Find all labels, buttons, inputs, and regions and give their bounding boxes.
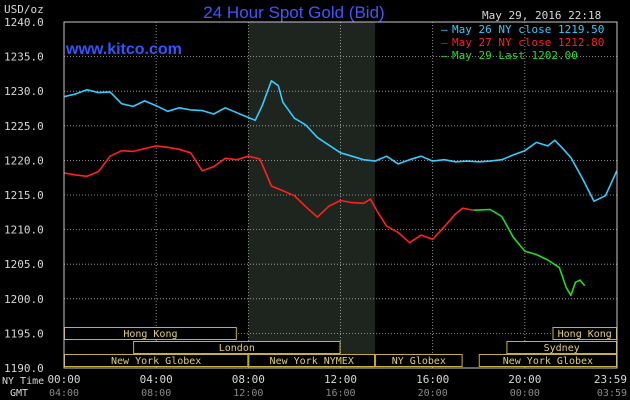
series-lines <box>63 80 618 297</box>
x-tick-label-gmt: 04:00 <box>49 388 79 399</box>
session-label: New York Globex <box>111 356 201 367</box>
y-tick-label: 1240.0 <box>4 16 44 29</box>
shaded-region <box>248 22 376 368</box>
y-tick-label: 1235.0 <box>4 51 44 64</box>
y-tick-label: 1190.0 <box>4 362 44 375</box>
session-box <box>248 354 376 367</box>
x-tick-label-gmt: 03:59 <box>597 388 627 399</box>
y-tick-label: 1220.0 <box>4 154 44 167</box>
chart-title: 24 Hour Spot Gold (Bid) <box>203 3 384 22</box>
session-box <box>133 341 341 354</box>
x-tick-label-gmt: 20:00 <box>418 388 448 399</box>
session-label: Hong Kong <box>558 329 612 340</box>
session-label: NY Globex <box>392 356 446 367</box>
grid <box>64 22 617 368</box>
legend-item-2: May 27 NY close 1212.80 <box>452 36 604 49</box>
legend-arrow-1: — <box>441 23 448 36</box>
y-tick-label: 1200.0 <box>4 293 44 306</box>
x-tick-label-gmt: 16:00 <box>325 388 355 399</box>
legend-arrow-3: — <box>441 49 448 62</box>
session-label: New York NYMEX <box>270 356 354 367</box>
legend-item-1: May 26 NY close 1219.50 <box>452 23 604 36</box>
x-tick-label-gmt: 00:00 <box>510 388 540 399</box>
session-box <box>375 354 463 367</box>
y-axis-ticks: 1190.0 1195.0 1200.0 1205.0 1210.0 1215.0 1220… <box>4 16 44 375</box>
session-label: New York Globex <box>503 356 593 367</box>
series-line-2 <box>63 145 475 244</box>
y-tick-label: 1210.0 <box>4 224 44 237</box>
y-tick-label: 1205.0 <box>4 258 44 271</box>
x-tick-label-gmt: 08:00 <box>141 388 171 399</box>
session-label: London <box>219 343 255 354</box>
trading-sessions: Hong Kong Hong Kong London Sydney New York G… <box>64 327 618 367</box>
x-tick-label-ny: 20:00 <box>508 373 541 386</box>
site-watermark: www.kitco.com <box>65 41 182 58</box>
y-tick-label: 1230.0 <box>4 85 44 98</box>
series-line-1 <box>63 80 618 202</box>
shaded-session-region <box>248 22 376 368</box>
session-label: Sydney <box>544 343 580 354</box>
x-tick-label-ny: 16:00 <box>416 373 449 386</box>
unit-label: USD/oz <box>4 3 44 16</box>
date-label: May 29, 2016 22:18 <box>482 9 601 22</box>
y-tick-label: 1215.0 <box>4 189 44 202</box>
y-tick-label: 1225.0 <box>4 120 44 133</box>
ny-time-label: NY Time <box>2 376 44 387</box>
x-tick-label-ny: 23:59 <box>594 373 627 386</box>
x-tick-label-ny: 08:00 <box>232 373 265 386</box>
legend-item-3: May 29 Last 1202.00 <box>452 49 578 62</box>
legend-arrow-2: — <box>441 36 448 49</box>
x-tick-label-ny: 12:00 <box>324 373 357 386</box>
y-tick-label: 1195.0 <box>4 327 44 340</box>
x-tick-label-ny: 04:00 <box>140 373 173 386</box>
x-axis-ticks: 00:00 04:00 04:00 08:00 08:00 12:00 12:00 16:00… <box>47 373 627 399</box>
x-tick-label-ny: 00:00 <box>47 373 80 386</box>
plot-frame <box>63 21 618 369</box>
gmt-label: GMT <box>10 388 28 399</box>
legend: — May 26 NY close 1219.50 — May 27 NY cl… <box>441 23 604 62</box>
x-tick-label-gmt: 12:00 <box>233 388 263 399</box>
session-label: Hong Kong <box>123 329 177 340</box>
series-line-3 <box>474 208 586 297</box>
